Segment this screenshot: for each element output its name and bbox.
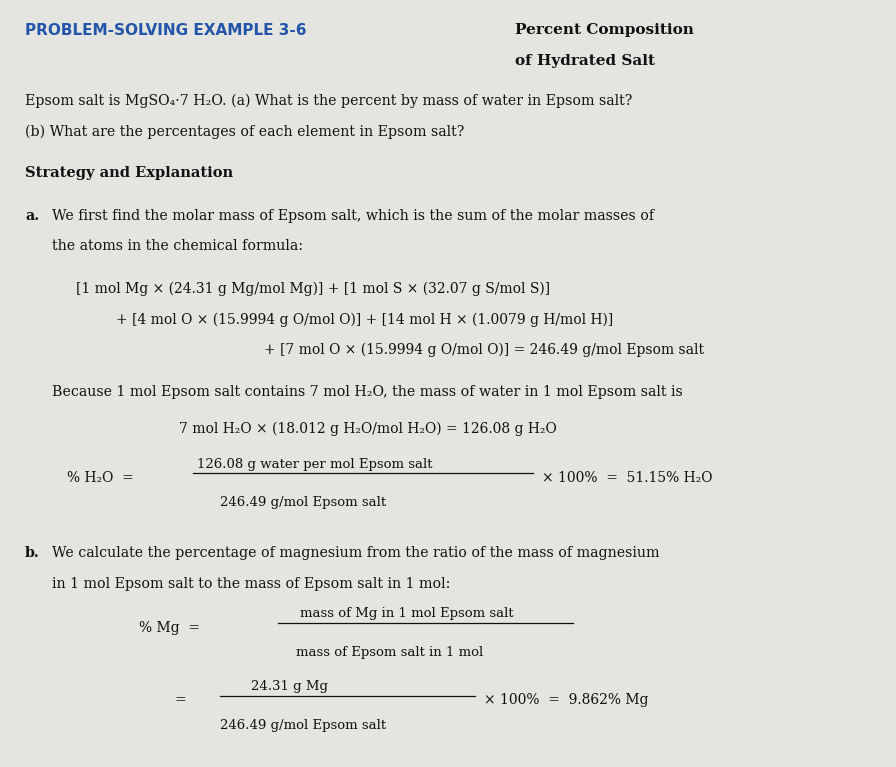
Text: =: = [175, 693, 186, 707]
Text: × 100%  =  9.862% Mg: × 100% = 9.862% Mg [484, 693, 649, 707]
Text: PROBLEM-SOLVING EXAMPLE 3-6: PROBLEM-SOLVING EXAMPLE 3-6 [25, 23, 306, 38]
Text: in 1 mol Epsom salt to the mass of Epsom salt in 1 mol:: in 1 mol Epsom salt to the mass of Epsom… [52, 577, 451, 591]
Text: We calculate the percentage of magnesium from the ratio of the mass of magnesium: We calculate the percentage of magnesium… [52, 546, 659, 560]
Text: mass of Epsom salt in 1 mol: mass of Epsom salt in 1 mol [296, 646, 483, 659]
Text: Percent Composition: Percent Composition [515, 23, 694, 37]
Text: Strategy and Explanation: Strategy and Explanation [25, 166, 233, 180]
Text: b.: b. [25, 546, 39, 560]
Text: % Mg  =: % Mg = [139, 621, 200, 634]
Text: 246.49 g/mol Epsom salt: 246.49 g/mol Epsom salt [220, 719, 385, 732]
Text: + [7 mol O × (15.9994 g O/mol O)] = 246.49 g/mol Epsom salt: + [7 mol O × (15.9994 g O/mol O)] = 246.… [264, 343, 704, 357]
Text: 24.31 g Mg: 24.31 g Mg [251, 680, 328, 693]
Text: mass of Mg in 1 mol Epsom salt: mass of Mg in 1 mol Epsom salt [300, 607, 513, 621]
Text: Because 1 mol Epsom salt contains 7 mol H₂O, the mass of water in 1 mol Epsom sa: Because 1 mol Epsom salt contains 7 mol … [52, 385, 683, 399]
Text: Epsom salt is MgSO₄·7 H₂O. (a) What is the percent by mass of water in Epsom sal: Epsom salt is MgSO₄·7 H₂O. (a) What is t… [25, 94, 633, 108]
Text: We first find the molar mass of Epsom salt, which is the sum of the molar masses: We first find the molar mass of Epsom sa… [52, 209, 654, 222]
Text: a.: a. [25, 209, 39, 222]
Text: 246.49 g/mol Epsom salt: 246.49 g/mol Epsom salt [220, 496, 385, 509]
Text: × 100%  =  51.15% H₂O: × 100% = 51.15% H₂O [542, 471, 712, 485]
Text: of Hydrated Salt: of Hydrated Salt [515, 54, 655, 67]
Text: 126.08 g water per mol Epsom salt: 126.08 g water per mol Epsom salt [197, 458, 433, 471]
Text: the atoms in the chemical formula:: the atoms in the chemical formula: [52, 239, 303, 253]
Text: 7 mol H₂O × (18.012 g H₂O/mol H₂O) = 126.08 g H₂O: 7 mol H₂O × (18.012 g H₂O/mol H₂O) = 126… [179, 422, 557, 436]
Text: % H₂O  =: % H₂O = [67, 471, 134, 485]
Text: + [4 mol O × (15.9994 g O/mol O)] + [14 mol H × (1.0079 g H/mol H)]: + [4 mol O × (15.9994 g O/mol O)] + [14 … [116, 312, 614, 327]
Text: [1 mol Mg × (24.31 g Mg/mol Mg)] + [1 mol S × (32.07 g S/mol S)]: [1 mol Mg × (24.31 g Mg/mol Mg)] + [1 mo… [76, 281, 550, 296]
Text: (b) What are the percentages of each element in Epsom salt?: (b) What are the percentages of each ele… [25, 124, 464, 139]
